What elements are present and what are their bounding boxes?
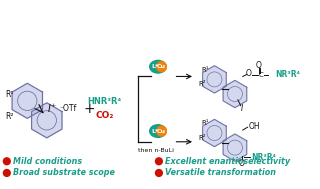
- Text: NR³R⁴: NR³R⁴: [275, 70, 300, 79]
- Text: Cu: Cu: [157, 129, 166, 134]
- Circle shape: [157, 62, 166, 71]
- Text: Excellent enantioselectivity: Excellent enantioselectivity: [165, 157, 290, 166]
- Text: +: +: [50, 103, 55, 108]
- Text: then n-BuLi: then n-BuLi: [138, 148, 174, 153]
- Text: L*: L*: [151, 129, 159, 134]
- Circle shape: [157, 126, 166, 136]
- Text: C: C: [259, 71, 264, 77]
- Polygon shape: [223, 80, 247, 108]
- Text: O: O: [239, 159, 245, 168]
- Text: R¹: R¹: [201, 120, 208, 126]
- Text: R¹: R¹: [5, 90, 14, 98]
- Polygon shape: [12, 83, 43, 118]
- Circle shape: [156, 158, 162, 165]
- Text: R²: R²: [5, 112, 14, 121]
- Text: CO₂: CO₂: [95, 111, 114, 120]
- Text: I: I: [241, 104, 243, 113]
- Text: L*: L*: [151, 64, 159, 69]
- Circle shape: [156, 170, 162, 176]
- Ellipse shape: [150, 125, 166, 137]
- Text: NR³R⁴: NR³R⁴: [252, 153, 276, 162]
- Text: I: I: [47, 104, 50, 114]
- Text: OH: OH: [249, 122, 260, 131]
- Polygon shape: [32, 103, 62, 138]
- Text: Cu: Cu: [157, 64, 166, 69]
- Circle shape: [157, 126, 166, 136]
- Circle shape: [4, 170, 10, 176]
- Text: +: +: [84, 102, 95, 116]
- Circle shape: [4, 158, 10, 165]
- Text: R¹: R¹: [201, 67, 208, 73]
- Text: HNR³R⁴: HNR³R⁴: [87, 97, 121, 106]
- Polygon shape: [203, 119, 226, 147]
- Ellipse shape: [150, 60, 166, 73]
- Text: R²: R²: [198, 81, 206, 87]
- Circle shape: [157, 62, 166, 71]
- Text: Versatile transformation: Versatile transformation: [165, 168, 276, 177]
- Text: O: O: [246, 69, 252, 78]
- Text: R²: R²: [198, 135, 206, 141]
- Circle shape: [156, 126, 165, 136]
- Text: ⁻OTf: ⁻OTf: [60, 104, 77, 113]
- Polygon shape: [223, 134, 247, 161]
- Text: Broad substrate scope: Broad substrate scope: [13, 168, 115, 177]
- Text: O: O: [255, 61, 261, 70]
- Circle shape: [156, 62, 165, 71]
- Polygon shape: [203, 66, 226, 93]
- Text: Mild conditions: Mild conditions: [13, 157, 82, 166]
